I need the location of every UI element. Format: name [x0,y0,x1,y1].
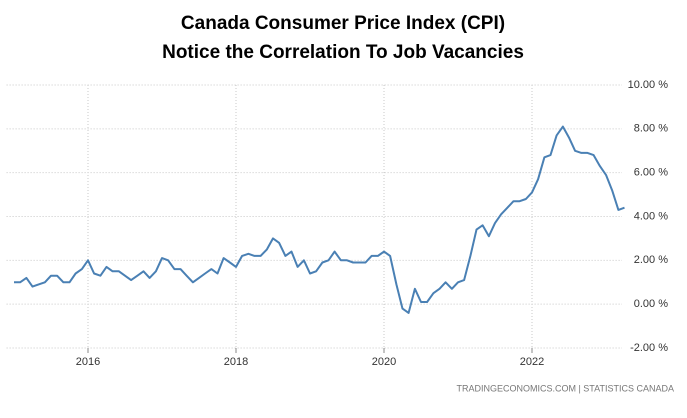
line [14,125,625,314]
y-tick-label: 10.00 % [628,79,669,91]
chart-title: Canada Consumer Price Index (CPI) [181,13,505,34]
x-tick-label: 2018 [224,356,248,368]
chart-subtitle: Notice the Correlation To Job Vacancies [162,42,524,63]
y-tick-label: 4.00 % [634,210,668,222]
x-tick-label: 2022 [520,356,544,368]
y-tick-label: 8.00 % [634,123,668,135]
y-tick-label: 2.00 % [634,254,668,266]
y-tick-label: 6.00 % [634,167,668,179]
y-tick-label: 0.00 % [634,298,668,310]
x-tick-label: 2016 [76,356,100,368]
y-tick-label: -2.00 % [630,342,668,354]
source: TRADINGECONOMICS.COM | STATISTICS CANADA [456,383,674,393]
x-tick-label: 2020 [372,356,396,368]
